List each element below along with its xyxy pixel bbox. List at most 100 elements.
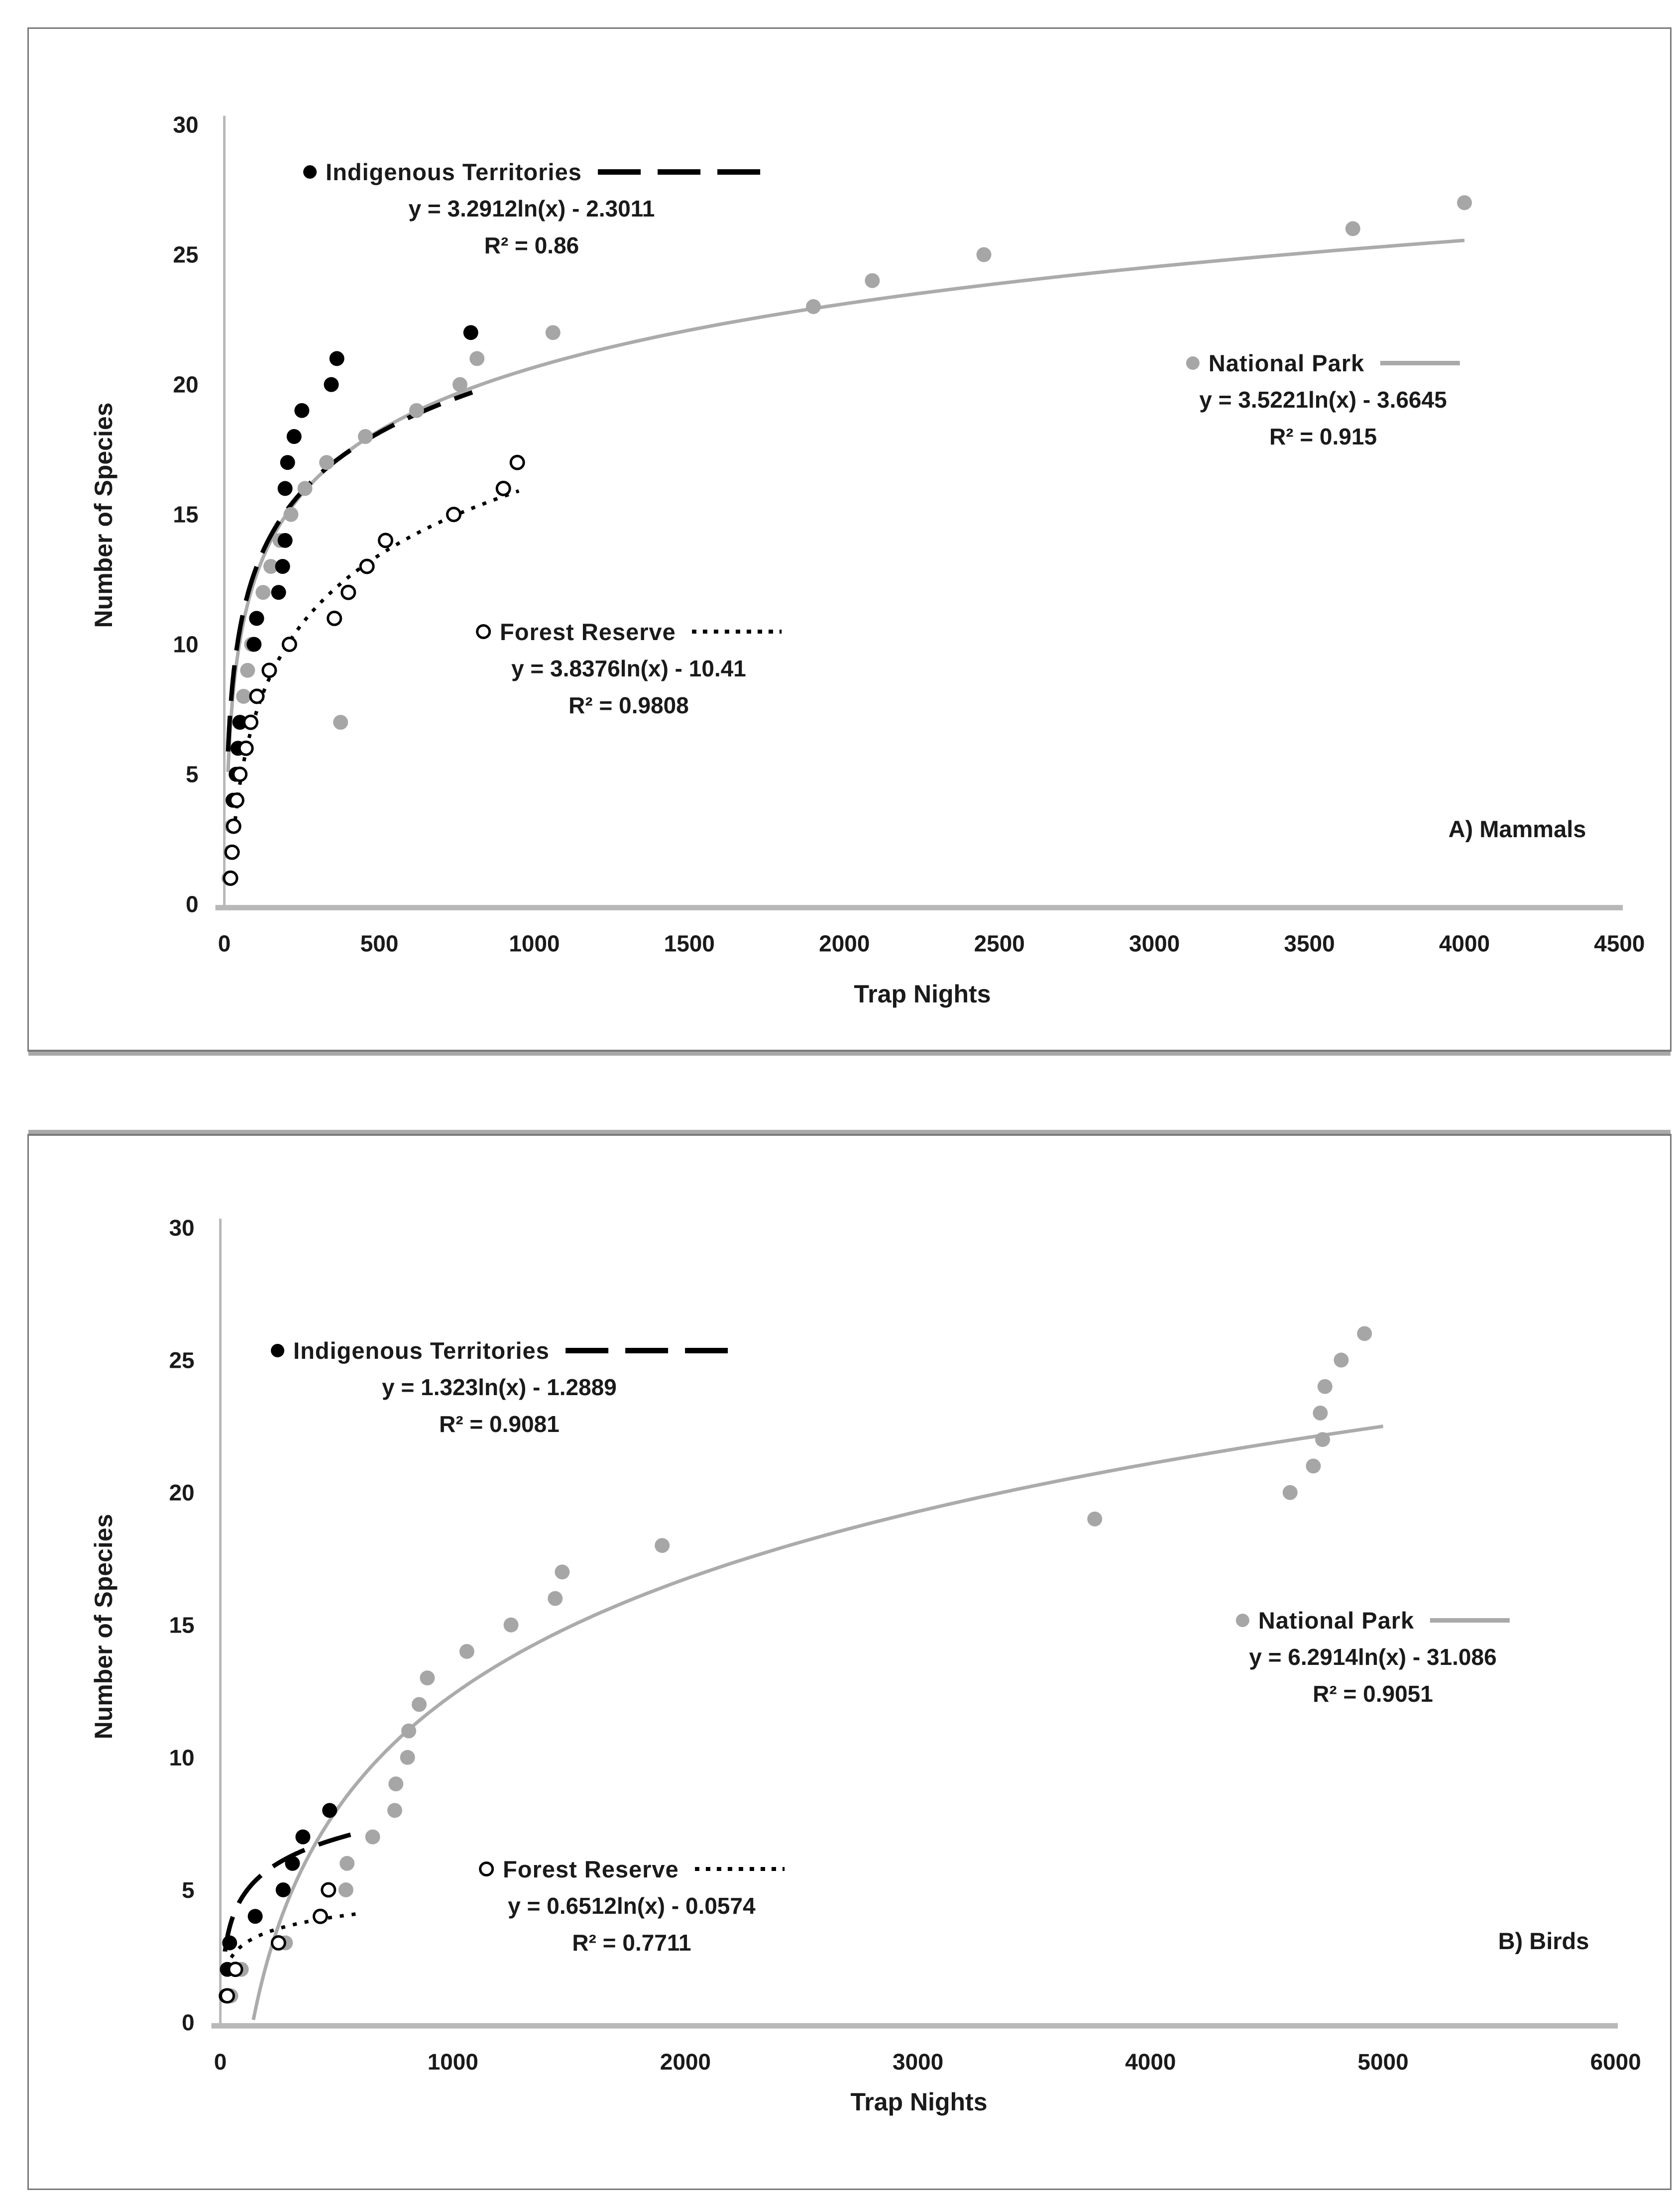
legend-forest-reserve: Forest Reserve y = 3.8376ln(x) - 10.41 R… xyxy=(476,613,782,724)
series-name: Forest Reserve xyxy=(500,618,676,645)
solid-gray-line-icon xyxy=(1430,1618,1510,1623)
point-indigenous-territories xyxy=(322,1803,337,1818)
point-indigenous-territories xyxy=(463,325,478,340)
point-indigenous-territories xyxy=(294,403,310,418)
solid-gray-line-icon xyxy=(1380,360,1460,365)
point-forest-reserve xyxy=(232,767,248,782)
point-indigenous-territories xyxy=(232,715,247,730)
point-forest-reserve xyxy=(321,1882,336,1898)
x-tick-label: 5000 xyxy=(1357,2049,1408,2075)
x-tick-label: 3000 xyxy=(893,2049,943,2075)
point-forest-reserve xyxy=(378,533,394,548)
point-indigenous-territories xyxy=(324,377,339,392)
y-tick-label: 0 xyxy=(182,2009,195,2035)
point-national-park xyxy=(333,715,348,730)
x-tick-label: 3000 xyxy=(1129,930,1180,956)
x-tick-label: 6000 xyxy=(1590,2049,1641,2075)
x-tick-label: 0 xyxy=(214,2049,227,2075)
y-tick-label: 25 xyxy=(169,1347,195,1373)
point-forest-reserve xyxy=(224,844,240,860)
y-tick-label: 15 xyxy=(169,1612,195,1638)
point-forest-reserve xyxy=(327,610,342,626)
point-national-park xyxy=(365,1829,380,1845)
point-forest-reserve xyxy=(229,792,245,808)
point-national-park xyxy=(1334,1352,1349,1368)
point-forest-reserve xyxy=(281,637,297,653)
point-forest-reserve xyxy=(238,740,254,756)
series-name: National Park xyxy=(1208,349,1365,376)
point-indigenous-territories xyxy=(286,429,302,444)
point-forest-reserve xyxy=(249,688,265,704)
long-dash-line-icon xyxy=(565,1347,728,1353)
y-tick-label: 10 xyxy=(169,1745,195,1770)
point-national-park xyxy=(401,1723,417,1739)
y-axis-title: Number of Species xyxy=(90,1514,117,1740)
y-tick-label: 0 xyxy=(186,891,199,917)
panel-label-a: A) Mammals xyxy=(1448,816,1586,842)
point-indigenous-territories xyxy=(295,1829,311,1845)
point-forest-reserve xyxy=(220,1988,235,2004)
point-national-park xyxy=(412,1697,427,1712)
fit-line-national-park xyxy=(226,238,1465,772)
series-equation: y = 3.5221ln(x) - 3.6645 xyxy=(1199,387,1447,413)
filled-black-circle-icon xyxy=(271,1343,285,1357)
series-name: Indigenous Territories xyxy=(326,158,582,185)
point-national-park xyxy=(387,1803,403,1818)
point-indigenous-territories xyxy=(285,1856,300,1871)
long-dash-line-icon xyxy=(597,169,760,175)
point-national-park xyxy=(1456,195,1472,211)
point-forest-reserve xyxy=(223,870,238,886)
point-national-park xyxy=(1357,1326,1372,1341)
point-indigenous-territories xyxy=(275,1882,291,1897)
point-forest-reserve xyxy=(495,480,511,496)
chart-a-plot: 0 500 1000 1500 2000 2500 3000 3500 4000 4500 0 5 10… xyxy=(173,112,1645,957)
point-national-park xyxy=(255,585,271,600)
series-name: National Park xyxy=(1258,1607,1415,1634)
point-national-park xyxy=(319,455,335,470)
point-national-park xyxy=(420,1670,435,1686)
x-tick-label: 2000 xyxy=(660,2049,711,2075)
legend-indigenous-territories: Indigenous Territories y = 1.323ln(x) - … xyxy=(271,1332,728,1442)
point-national-park xyxy=(469,351,485,366)
point-national-park xyxy=(283,507,299,522)
point-forest-reserve xyxy=(225,818,241,834)
dotted-line-icon xyxy=(694,1867,784,1871)
point-national-park xyxy=(297,481,313,496)
series-r-squared: R² = 0.86 xyxy=(484,232,579,258)
point-forest-reserve xyxy=(227,1962,243,1977)
point-national-park xyxy=(236,689,251,704)
panel-label-b: B) Birds xyxy=(1498,1928,1589,1954)
y-tick-label: 5 xyxy=(186,762,199,787)
x-tick-label: 2000 xyxy=(819,930,870,956)
point-indigenous-territories xyxy=(277,533,293,548)
x-tick-label: 1000 xyxy=(428,2049,478,2075)
open-circle-icon xyxy=(476,624,491,639)
filled-gray-circle-icon xyxy=(1235,1613,1249,1627)
point-forest-reserve xyxy=(261,662,277,678)
point-forest-reserve xyxy=(313,1908,329,1924)
open-circle-icon xyxy=(479,1862,494,1876)
x-axis-title: Trap Nights xyxy=(854,980,991,1008)
point-indigenous-territories xyxy=(249,611,264,626)
series-name: Indigenous Territories xyxy=(293,1337,550,1364)
x-tick-label: 4000 xyxy=(1439,930,1490,956)
x-tick-label: 3500 xyxy=(1284,930,1335,956)
point-national-park xyxy=(400,1750,415,1765)
series-equation: y = 6.2914ln(x) - 31.086 xyxy=(1249,1644,1497,1670)
point-national-park xyxy=(865,273,880,288)
y-tick-label: 25 xyxy=(173,242,199,268)
x-tick-label: 1500 xyxy=(664,930,715,956)
point-national-park xyxy=(548,1591,563,1606)
x-tick-label: 2500 xyxy=(974,930,1025,956)
x-tick-label: 0 xyxy=(218,930,231,956)
y-tick-label: 15 xyxy=(173,502,199,528)
point-forest-reserve xyxy=(340,584,356,600)
series-r-squared: R² = 0.9051 xyxy=(1313,1681,1433,1707)
series-r-squared: R² = 0.9808 xyxy=(568,692,689,718)
point-indigenous-territories xyxy=(277,481,293,496)
point-forest-reserve xyxy=(509,454,525,470)
panel-a-mammals: 0 500 1000 1500 2000 2500 3000 3500 4000 4500 0 5 10… xyxy=(27,27,1672,1052)
point-national-park xyxy=(1345,221,1360,236)
point-national-park xyxy=(555,1564,570,1580)
